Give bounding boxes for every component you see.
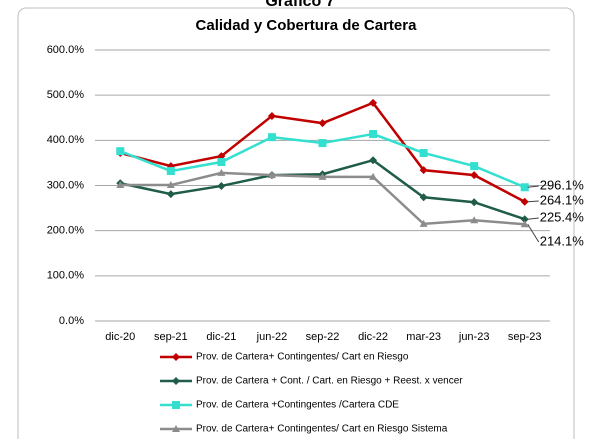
series-marker xyxy=(369,98,378,107)
series-marker xyxy=(166,190,175,199)
x-tick-label: sep-23 xyxy=(508,331,542,343)
legend-label: Prov. de Cartera +Contingentes /Cartera … xyxy=(196,400,399,411)
series-marker xyxy=(217,158,226,167)
series-marker xyxy=(419,148,428,157)
chart-frame xyxy=(17,7,575,439)
x-tick-label: dic-21 xyxy=(206,331,236,343)
data-label: 296.1% xyxy=(540,177,585,192)
series-marker xyxy=(470,216,479,224)
label-leader xyxy=(527,185,539,188)
series-marker xyxy=(520,197,529,206)
series-marker xyxy=(116,147,125,156)
series-marker xyxy=(217,168,226,176)
chart-supertitle: Gráfico 7 xyxy=(265,0,334,10)
chart-title: Calidad y Cobertura de Cartera xyxy=(196,17,418,34)
legend-marker xyxy=(172,377,180,385)
series-marker xyxy=(369,172,378,180)
series-marker xyxy=(419,166,428,175)
legend-label: Prov. de Cartera+ Contingentes/ Cart en … xyxy=(196,424,448,435)
series-marker xyxy=(217,181,226,190)
x-tick-label: sep-21 xyxy=(154,331,188,343)
series-marker xyxy=(470,171,479,180)
series-marker xyxy=(166,167,175,176)
data-label: 225.4% xyxy=(540,209,585,224)
legend-marker xyxy=(172,425,180,432)
legend-marker xyxy=(172,401,180,409)
series-marker xyxy=(116,181,125,189)
y-tick-label: 500.0% xyxy=(47,89,85,101)
series-marker xyxy=(520,220,529,228)
y-tick-label: 0.0% xyxy=(59,315,84,327)
series-marker xyxy=(369,130,378,139)
series-marker xyxy=(470,198,479,207)
y-tick-label: 300.0% xyxy=(47,179,85,191)
x-tick-label: jun-23 xyxy=(458,331,490,343)
x-tick-label: jun-22 xyxy=(256,331,288,343)
series-marker xyxy=(267,133,276,142)
series-marker xyxy=(318,139,327,148)
y-tick-label: 100.0% xyxy=(47,270,85,282)
series-marker xyxy=(267,171,276,179)
data-label: 214.1% xyxy=(540,233,585,248)
series-marker xyxy=(419,219,428,227)
x-tick-label: dic-22 xyxy=(358,331,388,343)
label-leader xyxy=(527,224,540,243)
x-tick-label: mar-23 xyxy=(406,331,441,343)
label-leader xyxy=(527,200,539,203)
series-marker xyxy=(318,172,327,180)
y-tick-label: 200.0% xyxy=(47,225,85,237)
legend-label: Prov. de Cartera + Cont. / Cart. en Ries… xyxy=(196,376,463,387)
series-marker xyxy=(267,111,276,120)
series-marker xyxy=(166,181,175,189)
series-marker xyxy=(520,215,529,224)
series-marker xyxy=(470,162,479,171)
series-marker xyxy=(419,193,428,202)
data-label: 264.1% xyxy=(540,192,585,207)
series-marker xyxy=(369,156,378,165)
y-tick-label: 400.0% xyxy=(47,134,85,146)
label-leader xyxy=(527,217,539,220)
series-marker xyxy=(520,183,529,192)
y-tick-label: 600.0% xyxy=(47,44,85,56)
legend-marker xyxy=(172,353,180,361)
x-tick-label: dic-20 xyxy=(105,331,135,343)
x-tick-label: sep-22 xyxy=(306,331,340,343)
series-marker xyxy=(318,119,327,128)
legend-label: Prov. de Cartera+ Contingentes/ Cart en … xyxy=(196,352,409,363)
